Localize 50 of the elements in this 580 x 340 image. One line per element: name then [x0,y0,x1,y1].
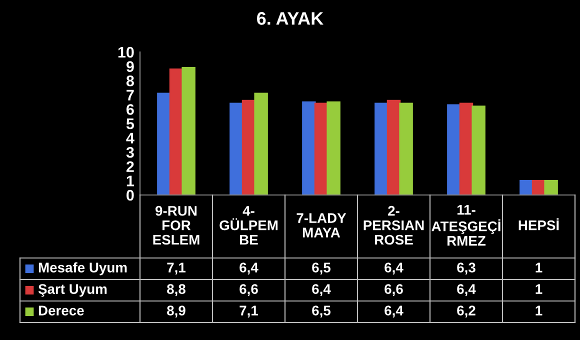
y-tick-label: 6 [126,104,134,115]
data-label: 6,4 [312,284,331,296]
x-tick-label: 7-LADY MAYA [296,213,346,238]
x-tick-label: 11- ATEŞGEÇİ RMEZ [432,205,500,246]
x-tick-label: 4- GÜLPEM BE [220,206,278,245]
x-tick-label: HEPSİ [518,218,559,230]
data-label: 6,3 [457,262,476,274]
data-label: 6,2 [457,306,476,318]
data-label: 1 [536,284,542,294]
chart-title: 6. AYAK [257,12,324,25]
data-label: 7,1 [240,306,258,318]
data-label: 1 [536,262,542,272]
bar [374,102,388,195]
y-tick-label: 0 [126,190,134,201]
x-tick-label: 2- PERSIAN ROSE [364,206,424,245]
data-label: 6,4 [457,284,476,296]
y-tick-label: 1 [126,176,134,186]
bar [302,101,316,195]
y-tick-label: 8 [126,75,134,86]
bar [182,67,196,195]
data-label: 7,1 [167,262,186,274]
legend-label: Şart Uyum [38,284,107,297]
data-label: 6,6 [240,284,258,296]
data-label: 6,6 [384,284,403,296]
y-tick-label: 9 [126,61,134,72]
data-label: 8,9 [167,306,186,318]
bar [254,92,268,195]
bar [399,102,413,195]
legend-label: Derece [38,306,84,316]
y-tick-label: 2 [126,161,134,172]
data-label: 6,5 [312,306,331,318]
data-label: 1 [536,306,542,316]
bar [447,104,461,195]
bar [326,101,340,195]
y-tick-label: 10 [118,46,134,58]
y-tick-label: 7 [126,90,134,100]
y-tick-label: 4 [126,132,134,144]
bar [544,180,558,195]
data-label: 8,8 [167,284,186,296]
bar [230,102,244,195]
data-label: 6,4 [384,306,404,318]
y-tick-label: 5 [126,118,134,130]
x-tick-label: 9-RUN FOR ESLEM [153,206,200,245]
data-label: 6,5 [312,262,331,274]
legend-label: Mesafe Uyum [38,262,127,276]
data-label: 6,4 [384,262,404,274]
data-label: 6,4 [240,262,258,274]
bar [157,92,171,195]
bar [472,106,486,195]
y-tick-label: 3 [126,146,134,158]
